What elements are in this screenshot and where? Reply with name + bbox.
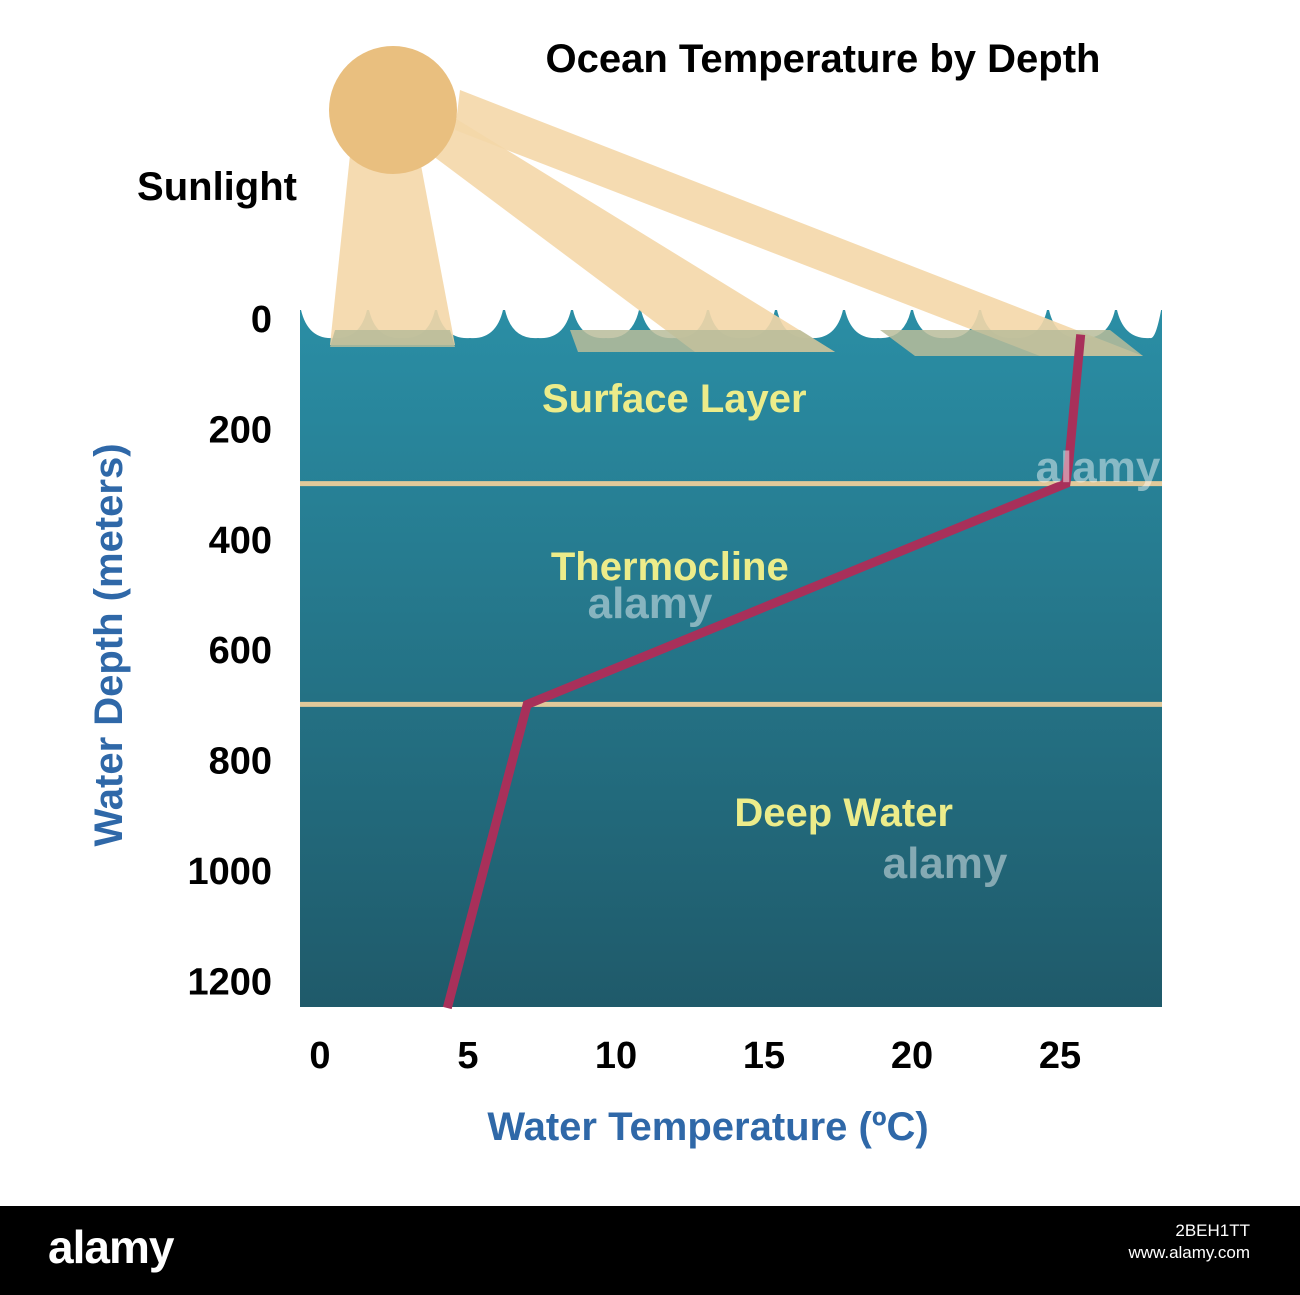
wave-crest bbox=[844, 300, 912, 339]
y-axis-label: Water Depth (meters) bbox=[87, 443, 131, 846]
ray-2-underwater bbox=[570, 330, 835, 352]
wave-crest bbox=[504, 300, 572, 339]
watermark-text: alamy bbox=[588, 579, 713, 628]
image-id: 2BEH1TT www.alamy.com bbox=[1128, 1220, 1250, 1264]
y-tick-label: 800 bbox=[209, 741, 272, 783]
water-body bbox=[300, 310, 1162, 1007]
x-axis-label: Water Temperature (ºC) bbox=[487, 1105, 928, 1149]
x-tick-label: 20 bbox=[891, 1035, 933, 1077]
ray-1 bbox=[330, 155, 455, 345]
y-tick-label: 600 bbox=[209, 630, 272, 672]
sunlight-rays bbox=[330, 90, 1143, 356]
watermark-text: alamy bbox=[1036, 443, 1161, 492]
wave-crest bbox=[436, 300, 504, 339]
alamy-logo: alamy bbox=[48, 1221, 174, 1273]
ray-3-underwater bbox=[880, 330, 1143, 356]
layer-label: Surface Layer bbox=[542, 377, 807, 421]
x-tick-label: 0 bbox=[309, 1035, 330, 1077]
watermark-footer: alamy 2BEH1TT www.alamy.com bbox=[0, 1206, 1300, 1295]
watermark-text: alamy bbox=[883, 839, 1008, 888]
site-url: www.alamy.com bbox=[1128, 1243, 1250, 1262]
x-tick-label: 5 bbox=[457, 1035, 478, 1077]
x-tick-label: 10 bbox=[595, 1035, 637, 1077]
layer-label: Thermocline bbox=[551, 545, 789, 589]
x-tick-label: 15 bbox=[743, 1035, 785, 1077]
sunlight-label: Sunlight bbox=[137, 165, 297, 209]
watermark-overlay: alamy alamy alamy bbox=[588, 443, 1161, 888]
image-id-code: 2BEH1TT bbox=[1175, 1221, 1250, 1240]
y-axis-ticks: 0 200 400 600 800 1000 1200 bbox=[187, 299, 272, 1003]
ray-2 bbox=[425, 115, 835, 352]
layer-label: Deep Water bbox=[734, 791, 953, 835]
ray-1-underwater bbox=[330, 330, 455, 347]
y-tick-label: 200 bbox=[209, 409, 272, 451]
y-tick-label: 400 bbox=[209, 520, 272, 562]
ray-3 bbox=[455, 90, 1143, 356]
layer-labels: Surface Layer Thermocline Deep Water bbox=[542, 377, 953, 835]
y-tick-label: 0 bbox=[251, 299, 272, 341]
x-axis-ticks: 0 5 10 15 20 25 bbox=[309, 1035, 1081, 1077]
wave-crest bbox=[572, 300, 640, 339]
chart-title: Ocean Temperature by Depth bbox=[546, 37, 1101, 81]
sun-icon bbox=[329, 46, 457, 174]
x-tick-label: 25 bbox=[1039, 1035, 1081, 1077]
y-tick-label: 1200 bbox=[187, 961, 272, 1003]
temperature-profile-line bbox=[442, 334, 1086, 1010]
y-tick-label: 1000 bbox=[187, 851, 272, 893]
layer-boundaries bbox=[300, 481, 1162, 707]
wave-crest bbox=[1116, 300, 1162, 339]
